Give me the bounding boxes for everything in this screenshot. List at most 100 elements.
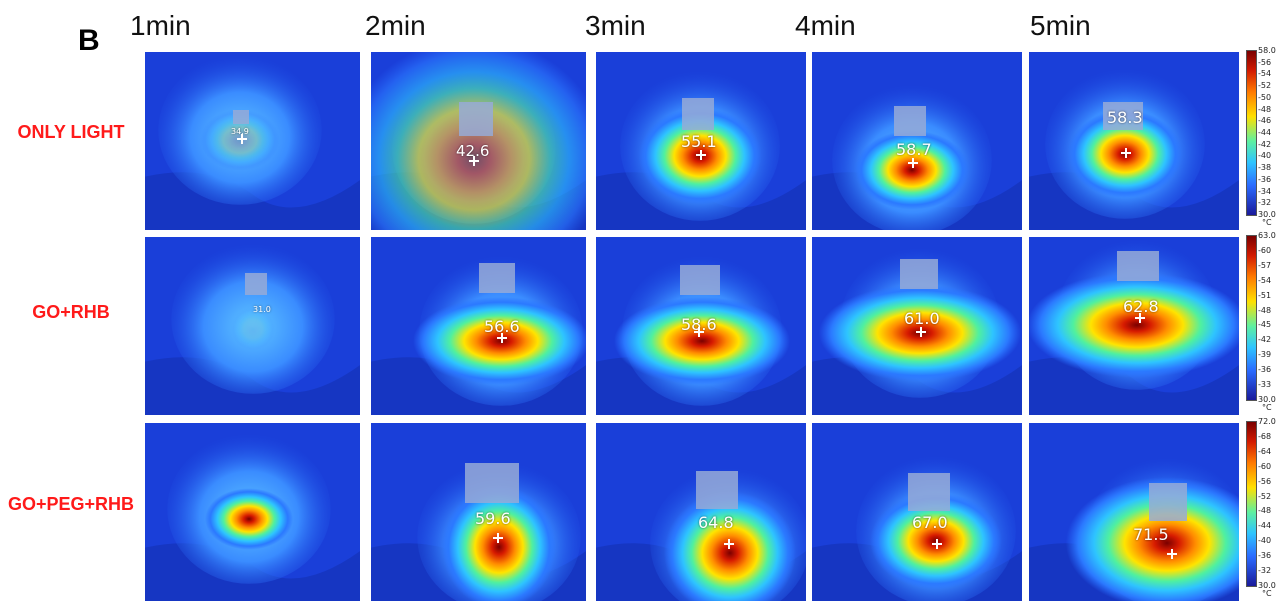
scale-tick-label: 72.0 [1258,417,1276,426]
thermal-image: 34.9 [145,52,360,230]
redaction-box [245,273,267,295]
scale-tick-label: -57 [1258,260,1272,270]
scale-tick-label: -48 [1258,506,1272,516]
scale-unit: °C [1262,218,1272,227]
temperature-readout: 67.0 [912,513,948,532]
scale-tick-label: 63.0 [1258,231,1276,240]
redaction-box [680,265,720,295]
redaction-box [479,263,515,293]
redaction-box [682,98,714,130]
column-header: 1min [130,10,191,41]
scale-tick-label: 58.0 [1258,46,1276,55]
panel-letter: B [78,24,100,57]
row-label: GO+PEG+RHB [7,494,135,514]
thermal-image: 71.5 [1029,423,1239,601]
scale-tick-label: -51 [1258,290,1272,300]
temperature-readout: 58.6 [681,315,717,334]
scale-tick-label: -36 [1258,365,1272,375]
scale-tick-label: -42 [1258,139,1272,149]
thermal-image: 55.1 [596,52,806,230]
temperature-readout: 71.5 [1133,525,1169,544]
scale-unit: °C [1262,589,1272,598]
scale-tick-label: -36 [1258,551,1272,561]
crosshair-icon [1167,549,1177,559]
column-header: 4min [795,10,856,41]
scale-tick-label: -54 [1258,275,1272,285]
crosshair-icon [908,158,918,168]
scale-tick-label: -36 [1258,174,1272,184]
thermal-image: 62.8 [1029,237,1239,415]
row-label: GO+RHB [32,302,110,322]
scale-tick-label: -46 [1258,116,1272,126]
scale-tick-label: -48 [1258,305,1272,315]
scale-tick-label: 30.0 [1258,210,1276,219]
redaction-box [900,259,938,289]
crosshair-icon [916,327,926,337]
scale-tick-label: -32 [1258,566,1272,576]
crosshair-icon [1121,148,1131,158]
scale-tick-label: 30.0 [1258,581,1276,590]
scale-tick-label: -50 [1258,92,1272,102]
thermal-image: 58.3 [1029,52,1239,230]
temperature-scale-bar [1246,50,1257,216]
redaction-box [465,463,519,503]
temperature-readout: 61.0 [904,309,940,328]
crosshair-icon [237,134,247,144]
scale-tick-label: -60 [1258,461,1272,471]
temperature-readout: 59.6 [475,509,511,528]
temperature-readout: 34.9 [231,127,249,136]
scale-tick-label: -39 [1258,350,1272,360]
temperature-scale-bar [1246,421,1257,587]
temperature-readout: 55.1 [681,132,717,151]
scale-tick-label: -56 [1258,57,1272,67]
thermal-image: 58.6 [596,237,806,415]
crosshair-icon [469,156,479,166]
crosshair-icon [724,539,734,549]
scale-tick-label: -48 [1258,104,1272,114]
column-header: 5min [1030,10,1091,41]
scale-tick-label: -44 [1258,521,1272,531]
scale-tick-label: -32 [1258,198,1272,208]
column-header: 3min [585,10,646,41]
scale-tick-label: -44 [1258,128,1272,137]
scale-tick-label: -64 [1258,446,1272,456]
thermal-image: 59.6 [371,423,586,601]
crosshair-icon [696,150,706,160]
scale-tick-label: 30.0 [1258,395,1276,404]
crosshair-icon [1135,313,1145,323]
temperature-readout: 56.6 [484,317,520,336]
crosshair-icon [694,327,704,337]
thermal-image: 42.6 [371,52,586,230]
thermal-image: 61.0 [812,237,1022,415]
scale-tick-label: -52 [1258,491,1272,501]
temperature-readout: 62.8 [1123,297,1159,316]
temperature-readout: 58.7 [896,140,932,159]
thermal-image: 67.0 [812,423,1022,601]
crosshair-icon [932,539,942,549]
scale-tick-label: -38 [1258,163,1272,173]
column-header: 2min [365,10,426,41]
scale-tick-label: -52 [1258,81,1272,91]
scale-tick-label: -45 [1258,320,1272,330]
scale-tick-label: -54 [1258,69,1272,79]
temperature-scale-bar [1246,235,1257,401]
scale-unit: °C [1262,403,1272,412]
scale-tick-label: -60 [1258,245,1272,255]
thermal-image: 58.7 [812,52,1022,230]
scale-tick-label: -40 [1258,536,1272,546]
redaction-box [1117,251,1159,281]
temperature-readout: 42.6 [456,142,490,160]
scale-tick-label: -33 [1258,380,1272,390]
scale-tick-label: -34 [1258,186,1272,196]
thermal-image [145,423,360,601]
redaction-box [908,473,950,511]
redaction-box [696,471,738,509]
redaction-box [233,110,249,124]
crosshair-icon [497,333,507,343]
thermal-image: 56.6 [371,237,586,415]
scale-tick-label: -68 [1258,431,1272,441]
temperature-readout: 58.3 [1107,108,1143,127]
redaction-box [894,106,926,136]
temperature-readout: 64.8 [698,513,734,532]
scale-tick-label: -42 [1258,335,1272,345]
